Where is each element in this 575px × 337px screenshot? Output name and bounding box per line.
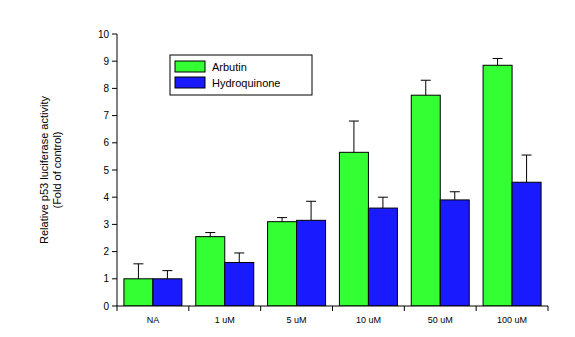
- x-tick: [404, 306, 405, 311]
- y-tick: [112, 34, 117, 35]
- bar: [268, 222, 297, 306]
- error-bar: [522, 155, 532, 182]
- y-tick-label: 4: [103, 192, 109, 203]
- y-tick: [112, 197, 117, 198]
- error-bar: [349, 121, 359, 152]
- y-tick: [112, 170, 117, 171]
- bar: [225, 262, 254, 306]
- y-tick: [112, 88, 117, 89]
- y-tick-label: 10: [98, 29, 110, 40]
- error-bar: [205, 233, 215, 237]
- bar: [440, 200, 469, 306]
- legend: Arbutin Hydroquinone: [170, 55, 312, 95]
- legend-label: Hydroquinone: [212, 77, 281, 89]
- error-bar: [133, 264, 143, 279]
- bar: [297, 220, 326, 306]
- error-bar: [450, 192, 460, 200]
- y-tick: [112, 224, 117, 225]
- error-bar: [493, 58, 503, 65]
- error-bar: [277, 218, 287, 222]
- bar: [153, 279, 182, 306]
- bar: [368, 208, 397, 306]
- error-bar: [234, 253, 244, 263]
- y-tick: [112, 142, 117, 143]
- error-bar: [378, 197, 388, 208]
- x-tick-label: 1 uM: [215, 315, 235, 325]
- y-tick: [112, 278, 117, 279]
- y-axis-label: (Fold of control): [51, 131, 63, 208]
- legend-box: [170, 55, 312, 95]
- y-tick-label: 0: [103, 301, 109, 312]
- y-tick: [112, 115, 117, 116]
- marks: [124, 58, 541, 306]
- legend-swatch: [175, 61, 205, 72]
- bar: [411, 95, 440, 306]
- chart: 0 1 2 3 4 5 6 7 8 9 10 NA 1 uM 5 uM 10 uM 50 uM 100 uM Re…: [0, 0, 575, 337]
- legend-swatch: [175, 77, 205, 88]
- x-tick-label: 10 uM: [356, 315, 381, 325]
- chart-svg: 0 1 2 3 4 5 6 7 8 9 10 NA 1 uM 5 uM 10 uM 50 uM 100 uM Re…: [0, 0, 575, 337]
- y-tick: [112, 306, 117, 307]
- x-tick: [188, 306, 189, 311]
- y-tick-label: 2: [103, 246, 109, 257]
- x-tick: [332, 306, 333, 311]
- bar: [512, 182, 541, 306]
- y-tick-label: 7: [103, 110, 109, 121]
- x-tick-label: 5 uM: [287, 315, 307, 325]
- error-bar: [162, 271, 172, 279]
- bar: [339, 152, 368, 306]
- y-tick-label: 8: [103, 83, 109, 94]
- y-tick-label: 9: [103, 56, 109, 67]
- y-tick: [112, 251, 117, 252]
- error-bar: [421, 80, 431, 95]
- bar: [196, 237, 225, 306]
- legend-label: Arbutin: [212, 61, 247, 73]
- x-tick: [117, 306, 118, 311]
- y-tick-label: 1: [103, 273, 109, 284]
- y-tick-label: 6: [103, 137, 109, 148]
- y-tick: [112, 61, 117, 62]
- y-tick-label: 5: [103, 165, 109, 176]
- x-tick-label: 50 uM: [428, 315, 453, 325]
- bar: [124, 279, 153, 306]
- x-tick: [260, 306, 261, 311]
- y-tick-label: 3: [103, 219, 109, 230]
- x-tick-label: 100 uM: [497, 315, 527, 325]
- error-bar: [306, 201, 316, 220]
- x-tick: [548, 306, 549, 311]
- y-axis-label: Relative p53 luciferase activity: [38, 96, 50, 244]
- x-tick-label: NA: [147, 315, 160, 325]
- x-tick: [476, 306, 477, 311]
- bar: [483, 65, 512, 306]
